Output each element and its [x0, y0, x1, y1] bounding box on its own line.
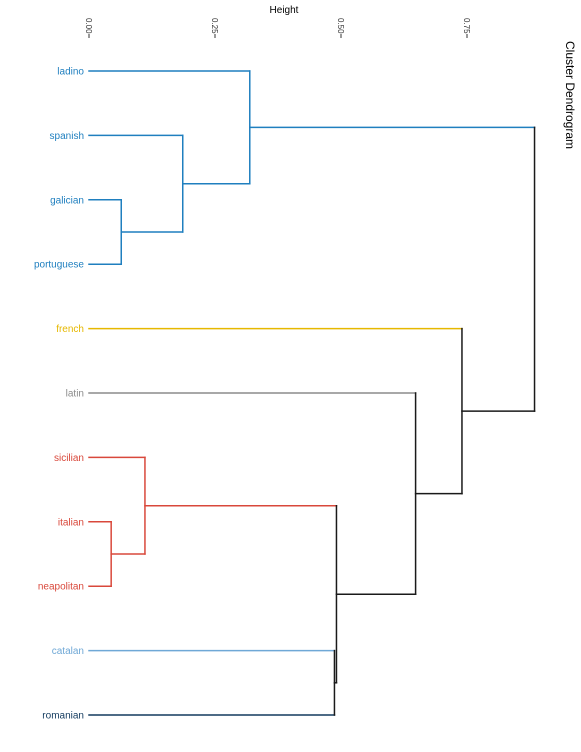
leaf-label-french: french	[56, 324, 84, 335]
leaf-label-catalan: catalan	[52, 646, 84, 657]
chart-title: Cluster Dendrogram	[563, 41, 577, 149]
tick-label-2: 0.50	[336, 18, 345, 34]
leaf-label-romanian: romanian	[42, 711, 84, 722]
leaf-label-spanish: spanish	[50, 131, 84, 142]
leaf-label-portuguese: portuguese	[34, 260, 84, 271]
leaf-label-ladino: ladino	[57, 67, 84, 78]
leaf-label-italian: italian	[58, 517, 84, 528]
leaf-labels: ladino spanish galician portuguese french lat…	[34, 67, 84, 722]
dendrogram-links	[88, 70, 536, 716]
leaf-label-neapolitan: neapolitan	[38, 582, 84, 593]
axis-title: Height	[270, 5, 299, 16]
leaf-label-latin: latin	[66, 389, 84, 400]
leaf-label-galician: galician	[50, 195, 84, 206]
tick-label-3: 0.75	[462, 18, 471, 34]
axis-ticks: 0.00 0.25 0.50 0.75	[84, 18, 471, 38]
tick-label-0: 0.00	[84, 18, 93, 34]
tick-label-1: 0.25	[210, 18, 219, 34]
leaf-label-sicilian: sicilian	[54, 453, 84, 464]
